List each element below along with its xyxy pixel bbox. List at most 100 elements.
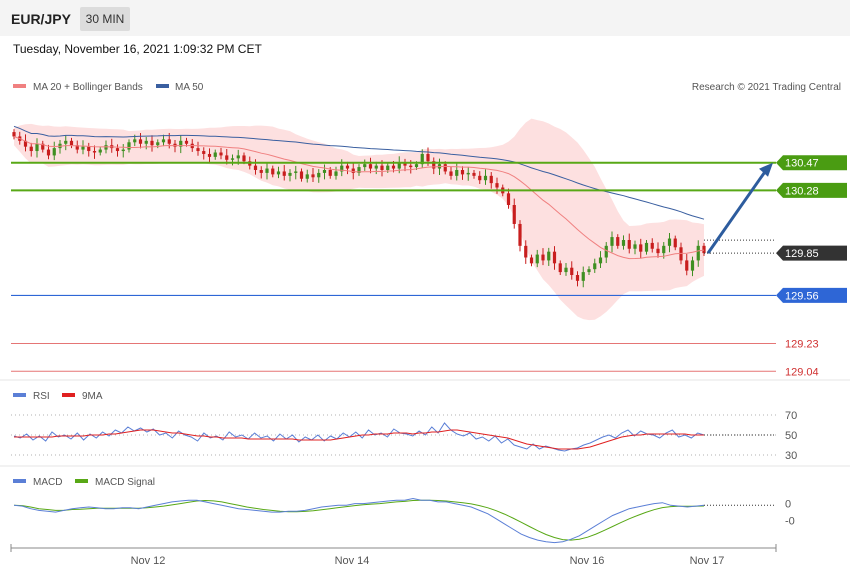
candle-body — [219, 152, 223, 156]
candle-body — [133, 139, 137, 143]
candle-body — [621, 240, 626, 246]
candle-body — [673, 238, 677, 248]
candle-body — [478, 175, 482, 181]
rsi-legend: RSI 9MA — [13, 391, 103, 402]
chart-datetime: Tuesday, November 16, 2021 1:09:32 PM CE… — [13, 42, 262, 56]
candle-body — [144, 140, 148, 144]
candle-body — [604, 245, 608, 258]
ma50-legend-label: MA 50 — [175, 82, 204, 93]
candle-body — [104, 145, 108, 150]
candle-body — [161, 139, 166, 143]
price-levels — [11, 161, 776, 372]
rsi-tick-70: 70 — [785, 410, 797, 422]
x-tick-nov-14: Nov 14 — [335, 555, 370, 567]
candle-body — [29, 146, 33, 152]
candle-body — [127, 142, 131, 150]
macd-tick-0: 0 — [785, 499, 791, 511]
candle-body — [230, 158, 235, 160]
copyright-text: Research © 2021 Trading Central — [692, 82, 841, 93]
timeframe-button[interactable]: 30 MIN — [80, 7, 130, 31]
candle-body — [627, 240, 631, 249]
macd-line — [13, 497, 705, 544]
candle-body — [81, 146, 85, 150]
candle-body — [403, 162, 407, 166]
bollinger-bands — [14, 118, 704, 321]
candle-body — [466, 172, 470, 175]
candle-body — [207, 153, 212, 157]
ma50-legend-swatch — [156, 84, 169, 88]
candle-body — [552, 251, 557, 264]
candle-body — [299, 171, 304, 179]
candle-body — [179, 140, 183, 147]
macd-tick-neg: -0 — [785, 516, 795, 528]
candle-body — [639, 244, 643, 252]
candle-body — [121, 149, 125, 152]
candle-body — [685, 260, 689, 271]
forecast-arrow — [706, 162, 773, 254]
candle-body — [690, 260, 695, 271]
rsi-line — [13, 422, 705, 452]
candle-body — [52, 148, 56, 156]
candle-body — [138, 139, 143, 144]
ma50-line — [13, 125, 705, 220]
candle-body — [581, 272, 585, 281]
macd-signal-legend-swatch — [75, 479, 88, 483]
candle-body — [570, 267, 574, 275]
candle-body — [386, 165, 390, 170]
candle-body — [518, 223, 522, 246]
candle-body — [46, 149, 51, 156]
candle-body — [305, 174, 309, 179]
x-tick-nov-16: Nov 16 — [570, 555, 605, 567]
candle-body — [455, 170, 459, 176]
level-label-129-85: 129.85 — [785, 248, 819, 260]
candle-body — [512, 205, 516, 224]
candle-body — [397, 162, 401, 169]
candle-body — [587, 269, 591, 273]
candle-body — [334, 171, 338, 176]
rsi-tick-30: 30 — [785, 450, 797, 462]
candle-body — [276, 171, 281, 175]
macd-legend: MACD MACD Signal — [13, 477, 155, 488]
candle-body — [547, 251, 551, 261]
macd-signal-legend-label: MACD Signal — [95, 477, 155, 488]
macd-legend-swatch — [13, 479, 26, 483]
candle-body — [662, 245, 666, 254]
candle-body — [64, 140, 68, 144]
level-tag-130-28: 130.28 — [776, 182, 847, 198]
macd-legend-label: MACD — [33, 477, 62, 488]
candle-body — [529, 257, 534, 264]
candle-body — [650, 242, 654, 249]
candle-body — [702, 245, 706, 254]
candle-body — [524, 245, 528, 258]
rsi-legend-swatch — [13, 393, 26, 397]
level-tag-130-47: 130.47 — [776, 155, 847, 171]
candle-body — [363, 164, 367, 168]
rsi-ma-legend-label: 9MA — [82, 391, 103, 402]
ma20-legend-label: MA 20 + Bollinger Bands — [33, 82, 143, 93]
candle-body — [667, 238, 672, 246]
candle-body — [593, 263, 597, 270]
candle-body — [41, 143, 45, 150]
candle-body — [35, 143, 39, 152]
x-axis: Nov 12 Nov 14 Nov 16 Nov 17 — [10, 544, 777, 567]
level-label-129-56: 129.56 — [785, 290, 819, 302]
candle-body — [288, 172, 292, 176]
candle-body — [259, 170, 263, 173]
candle-body — [322, 170, 327, 173]
candle-body — [391, 165, 396, 169]
candle-body — [575, 275, 580, 281]
candle-body — [598, 257, 603, 264]
macd-signal-line — [13, 499, 705, 541]
chart-header: EUR/JPY 30 MIN — [0, 0, 850, 36]
candle-body — [420, 153, 424, 165]
x-tick-nov-17: Nov 17 — [690, 555, 725, 567]
candle-body — [69, 140, 74, 146]
candle-body — [644, 242, 649, 252]
candle-body — [23, 140, 28, 147]
panel-dividers — [0, 379, 850, 467]
candle-body — [311, 174, 315, 178]
candle-body — [351, 168, 355, 173]
rsi-ma-line — [14, 429, 704, 450]
candle-body — [633, 244, 637, 249]
